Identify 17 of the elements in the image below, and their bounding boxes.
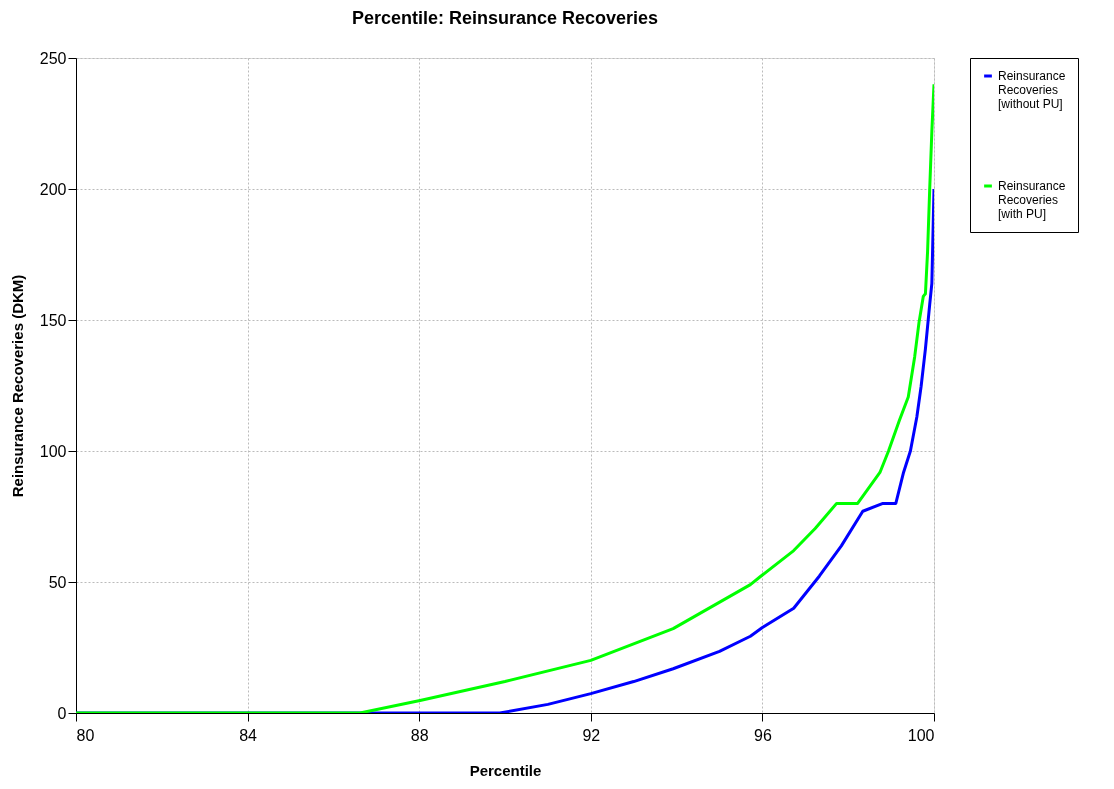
- x-axis-title: Percentile: [469, 761, 542, 779]
- x-tick-label: 100: [907, 726, 935, 744]
- x-tick-label: 84: [239, 726, 258, 744]
- x-tick-label: 88: [410, 726, 429, 744]
- y-axis-title: Reinsurance Recoveries (DKM): [8, 274, 26, 498]
- chart-title: Percentile: Reinsurance Recoveries: [351, 8, 659, 28]
- y-tick-label: 50: [48, 573, 67, 591]
- y-tick-label: 200: [39, 180, 67, 198]
- x-tick-label: 80: [76, 726, 95, 744]
- x-tick-label: 92: [582, 726, 601, 744]
- y-tick-label: 0: [57, 704, 67, 722]
- legend-label: Reinsurance Recoveries [without PU]: [998, 69, 1066, 111]
- legend-label: Reinsurance Recoveries [with PU]: [998, 179, 1066, 221]
- y-tick-label: 150: [39, 311, 67, 329]
- y-tick-label: 100: [39, 442, 67, 460]
- y-tick-label: 250: [39, 49, 67, 67]
- x-tick-label: 96: [754, 726, 772, 744]
